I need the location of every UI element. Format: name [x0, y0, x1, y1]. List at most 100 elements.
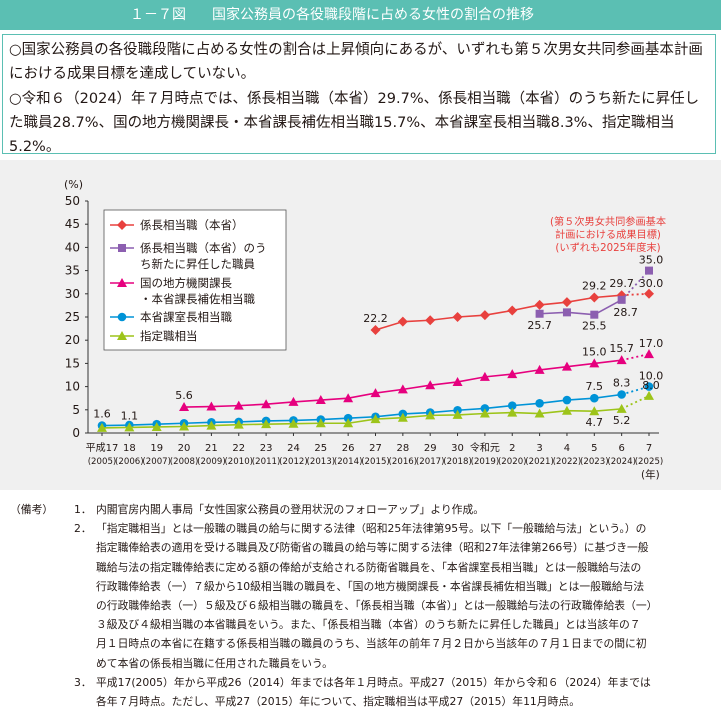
series-line: [375, 294, 622, 331]
x-tick-year-label: (2005): [88, 457, 117, 467]
data-point: [315, 395, 326, 405]
series-line: [101, 408, 622, 429]
legend-marker: [117, 278, 127, 287]
target-value-label: 8.0: [642, 379, 660, 392]
data-point: [561, 361, 572, 371]
data-point: [206, 420, 217, 430]
legend-marker: [117, 312, 127, 322]
x-tick-year-label: (2012): [279, 457, 308, 467]
legend-item-4: 本省課室長相当職: [110, 310, 232, 324]
data-point: [589, 406, 600, 416]
x-tick-year-label: (2022): [553, 457, 582, 467]
note-text-line: 各年７月時点。ただし、平成27（2015）年について、指定職相当は平成27（20…: [96, 695, 580, 708]
data-point: [370, 324, 381, 335]
data-label: 5.6: [175, 389, 193, 402]
data-point: [370, 414, 381, 424]
data-point: [233, 400, 244, 410]
data-point: [589, 358, 600, 368]
data-point: [617, 390, 626, 399]
note-text-line: 指定職俸給表の適用を受ける職員及び防衛省の職員の給与等に関する法律（昭和27年法…: [96, 541, 649, 555]
series-line: [101, 393, 622, 427]
summary-bullet-1: ○国家公務員の各役職段階に占める女性の割合は上昇傾向にあるが、いずれも第５次男女…: [9, 42, 703, 82]
data-label: 22.2: [363, 312, 388, 325]
note-text-line: 平成17(2005）年から平成26（2014）年までは各年１月時点。平成27（2…: [96, 675, 651, 689]
data-label: 29.7: [609, 277, 634, 290]
x-tick-label: 24: [287, 443, 300, 454]
figure-title: 国家公務員の各役職段階に占める女性の割合の推移: [212, 7, 534, 23]
data-point: [179, 421, 190, 431]
x-tick-label: 22: [232, 443, 245, 454]
target-value-label: 30.0: [639, 277, 664, 290]
target-point: [644, 382, 654, 391]
data-label: 29.2: [582, 280, 607, 293]
data-point: [343, 393, 354, 403]
note-number: 1．: [74, 503, 92, 516]
data-point: [534, 408, 545, 418]
data-point: [288, 418, 299, 428]
data-point: [261, 399, 272, 409]
x-tick-label: 3: [536, 443, 542, 454]
note-text-line: 職給与法の指定職俸給表に定める額の俸給が支給される防衛省職員を、「本省課室長相当…: [96, 560, 642, 574]
legend-label: 係長相当職（本省）: [140, 218, 244, 232]
data-label: 28.7: [613, 306, 638, 319]
target-value-label: 35.0: [639, 254, 664, 267]
data-point: [590, 393, 599, 403]
legend-item-5: 指定職相当: [110, 329, 198, 343]
data-point: [452, 376, 463, 386]
series-5: 8.0 1.1 4.7 5.2: [97, 379, 660, 432]
data-point: [261, 419, 272, 429]
data-label: 5.2: [613, 414, 631, 427]
y-tick-label: 35: [65, 264, 80, 278]
data-point: [590, 310, 599, 319]
data-point: [151, 421, 162, 431]
data-point: [479, 310, 490, 321]
x-tick-year-label: (2018): [443, 457, 472, 467]
legend-item-1: 係長相当職（本省）: [110, 218, 244, 232]
data-point: [535, 399, 544, 408]
x-tick-year-label: (2009): [197, 457, 226, 467]
data-point: [288, 396, 299, 406]
chart-legend: 係長相当職（本省） 係長相当職（本省）のうち新たに昇任した職員国の地方機関課長・本…: [103, 209, 287, 351]
x-tick-label: 26: [342, 443, 355, 454]
note-text-line: 行政職俸給表（一）７級から10級相当職の職員を、「国の地方機関課長・本省課長補佐…: [96, 579, 645, 593]
series-line: [539, 299, 623, 316]
y-axis-label: (%): [64, 178, 83, 191]
x-tick-label: 23: [260, 443, 273, 454]
data-label: 7.5: [586, 380, 604, 393]
target-projection-line: [620, 269, 650, 301]
data-point: [425, 410, 436, 420]
data-point: [507, 407, 518, 417]
data-point: [479, 371, 490, 381]
target-projection-line: [621, 395, 650, 410]
x-tick-label: 30: [451, 443, 464, 454]
legend-box: [103, 209, 287, 351]
legend-item-2: 係長相当職（本省）のうち新たに昇任した職員: [110, 241, 267, 271]
note-text-line: 月１日時点の本省に在籍する係長相当職の職員のうち、当該年の前年７月２日から当該年…: [96, 637, 647, 651]
x-tick-label: 7: [646, 443, 652, 454]
x-tick-label: 27: [369, 443, 382, 454]
y-tick-label: 10: [65, 380, 80, 394]
data-point: [616, 290, 627, 301]
x-tick-label: 19: [150, 443, 163, 454]
legend-label: 国の地方機関課長: [140, 276, 232, 290]
data-point: [616, 403, 627, 413]
line-chart: 05101520253035404550(%)平成17(2005)18(2006…: [64, 178, 666, 481]
x-tick-year-label: (2019): [471, 457, 500, 467]
x-tick-label: 18: [123, 443, 136, 454]
legend-marker: [118, 244, 126, 252]
target-note-line: (第５次男女共同参画基本: [550, 215, 666, 228]
data-label: 15.7: [609, 342, 634, 355]
data-label: 25.7: [527, 319, 552, 332]
x-tick-year-label: (2020): [498, 457, 527, 467]
target-point: [644, 288, 654, 299]
legend-label: ・本省課長補佐相当職: [140, 292, 255, 306]
x-tick-year-label: (2021): [525, 457, 554, 467]
data-point: [370, 388, 381, 398]
x-tick-year-label: (2006): [115, 457, 144, 467]
data-point: [179, 402, 190, 412]
notes-lead: （備考）: [10, 503, 54, 516]
y-tick-label: 50: [65, 194, 80, 208]
figure-header: １－７図 国家公務員の各役職段階に占める女性の割合の推移: [0, 0, 721, 30]
series-2: 35.0 25.7 25.5 28.7: [527, 254, 663, 333]
y-tick-label: 45: [65, 217, 80, 231]
